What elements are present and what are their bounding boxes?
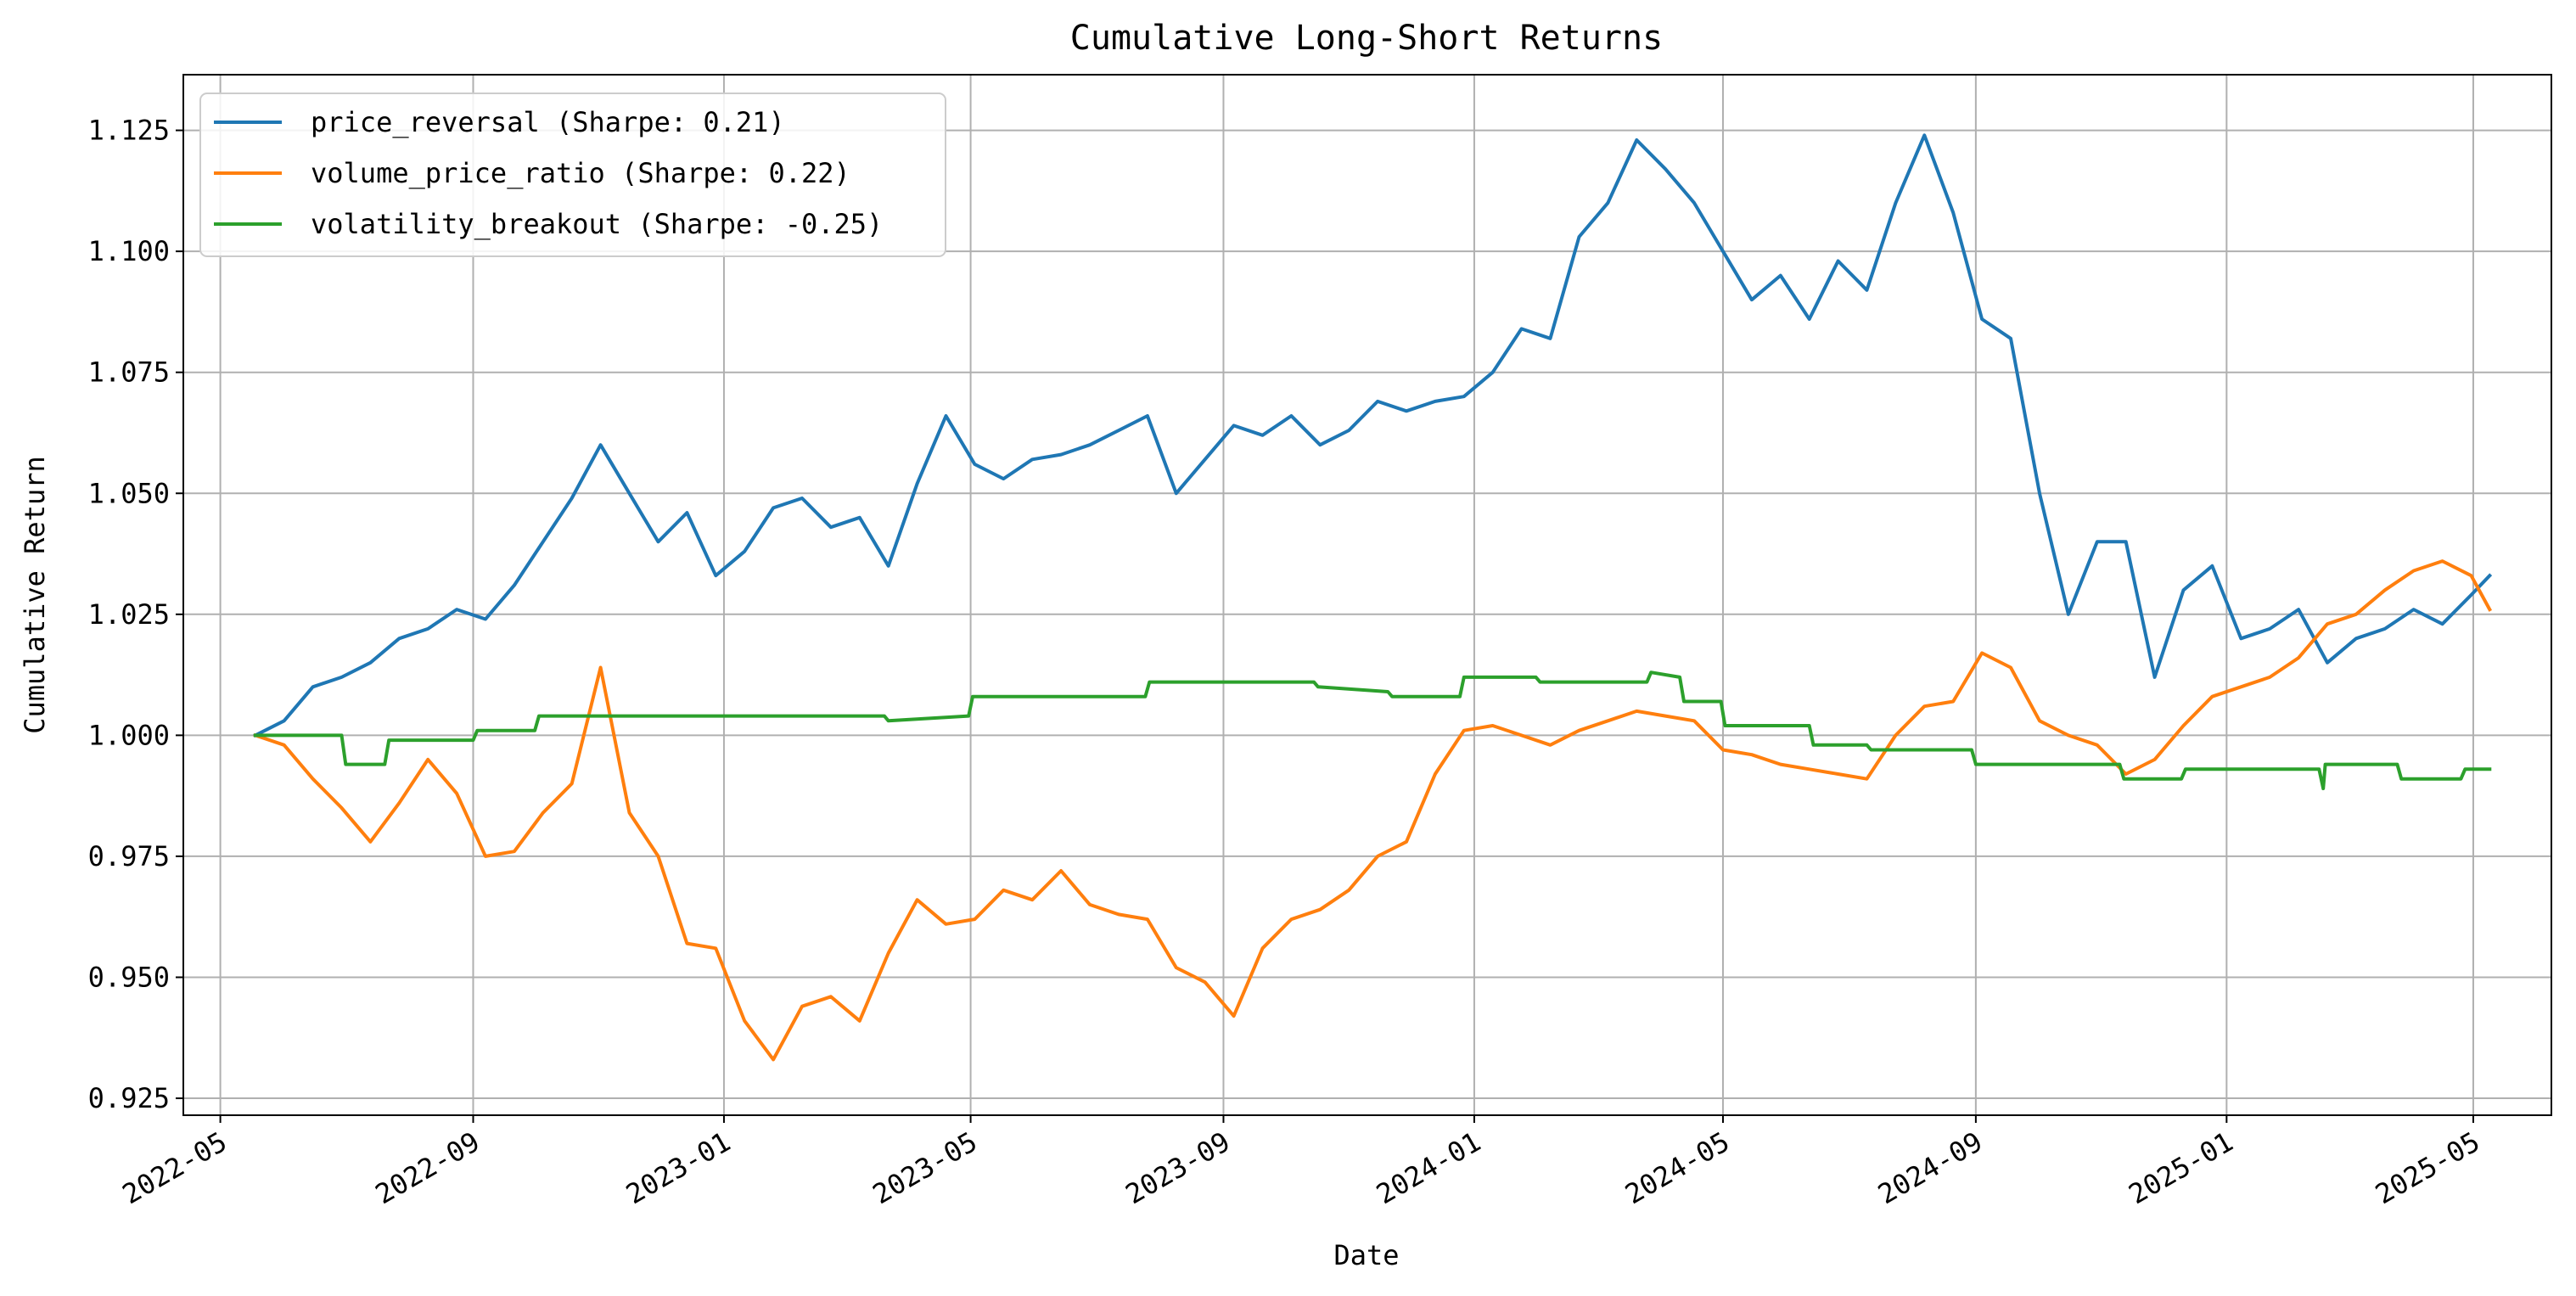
y-axis-label: Cumulative Return xyxy=(19,456,51,734)
x-axis-label: Date xyxy=(1333,1239,1399,1271)
y-tick-label: 1.000 xyxy=(88,719,170,751)
y-tick-label: 1.125 xyxy=(88,115,170,147)
y-tick-label: 0.950 xyxy=(88,961,170,993)
series-layer xyxy=(253,133,2493,1062)
y-tick-label: 1.050 xyxy=(88,477,170,509)
series-line-volume-price-ratio xyxy=(253,559,2493,1062)
legend-label: volatility_breakout (Sharpe: -0.25) xyxy=(311,208,883,240)
y-tick-label: 0.975 xyxy=(88,840,170,872)
plot-frame xyxy=(182,74,2552,1116)
legend-box xyxy=(199,93,946,257)
y-tick-label: 1.100 xyxy=(88,235,170,267)
series-line-price-reversal xyxy=(253,133,2493,738)
chart-title: Cumulative Long-Short Returns xyxy=(1070,19,1663,58)
y-tick-label: 1.025 xyxy=(88,598,170,631)
series-line-volatility-breakout xyxy=(253,670,2492,791)
y-tick-label: 1.075 xyxy=(88,356,170,389)
legend-label: volume_price_ratio (Sharpe: 0.22) xyxy=(311,157,850,189)
legend: price_reversal (Sharpe: 0.21) volume_pric… xyxy=(199,93,946,257)
y-tick-label: 0.925 xyxy=(88,1082,170,1114)
legend-label: price_reversal (Sharpe: 0.21) xyxy=(311,106,785,138)
y-axis: 0.925 0.950 0.975 1.000 1.025 1.050 1.075 1.100… xyxy=(88,115,183,1114)
